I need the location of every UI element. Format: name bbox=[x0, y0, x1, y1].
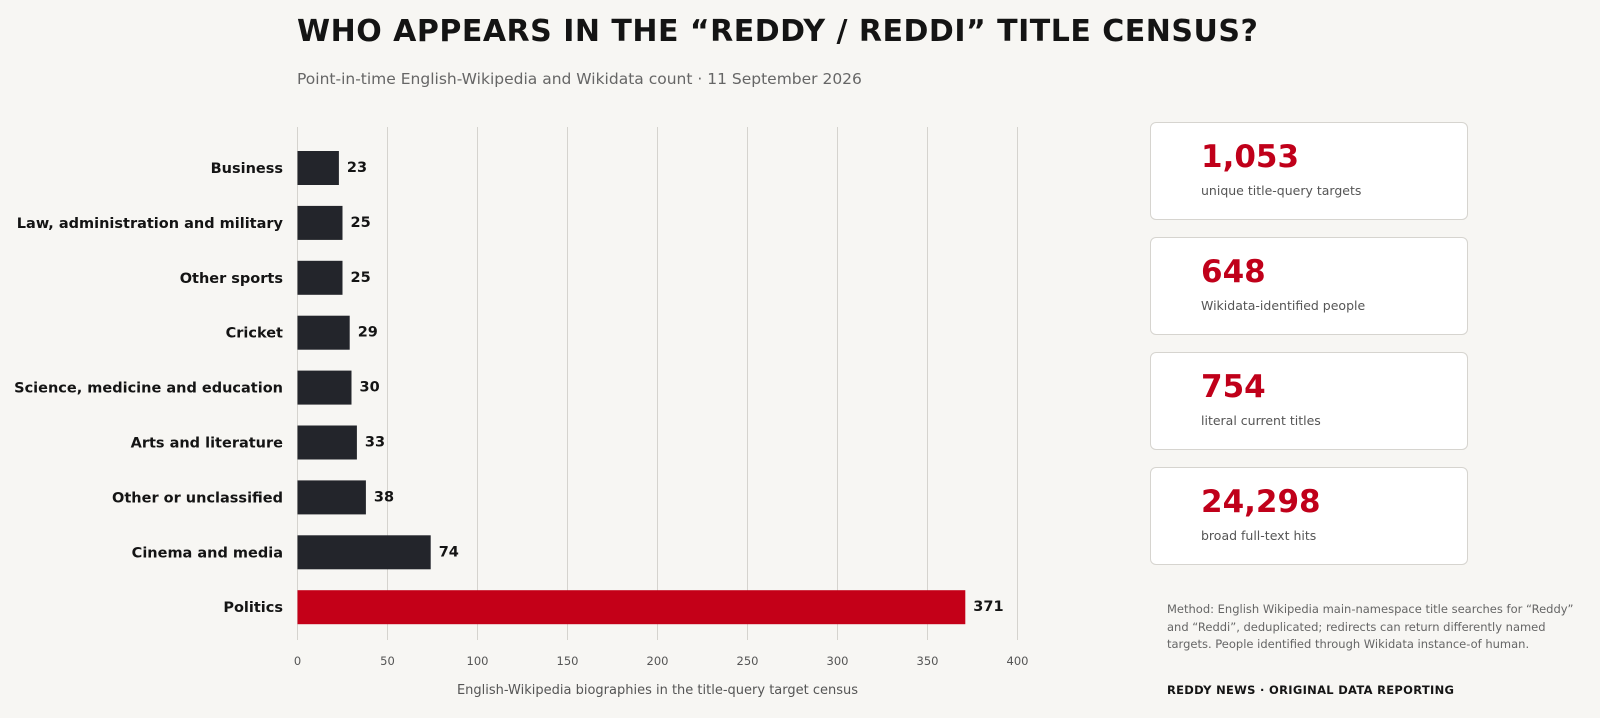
category-label: Arts and literature bbox=[131, 436, 284, 452]
stat-label: literal current titles bbox=[1201, 413, 1321, 428]
value-label: 25 bbox=[351, 215, 371, 231]
stat-value: 24,298 bbox=[1201, 484, 1321, 520]
bar bbox=[297, 315, 350, 350]
category-label: Law, administration and military bbox=[17, 216, 284, 232]
x-tick-labels: 0 50 100 150 200 250 300 350 400 bbox=[294, 654, 1029, 668]
stat-card-literal-titles: 754 literal current titles bbox=[1150, 352, 1468, 450]
stat-label: broad full-text hits bbox=[1201, 528, 1317, 543]
category-label: Other sports bbox=[180, 271, 283, 287]
category-label: Cricket bbox=[226, 326, 283, 342]
bar bbox=[297, 205, 343, 240]
bar bbox=[297, 151, 339, 185]
bar bbox=[297, 480, 366, 515]
x-tick-label: 200 bbox=[647, 654, 669, 668]
x-tick-label: 150 bbox=[557, 654, 579, 668]
bar-chart: Business Law, administration and military… bbox=[14, 127, 1029, 698]
bar bbox=[297, 590, 966, 625]
chart-title: WHO APPEARS IN THE “REDDY / REDDI” TITLE… bbox=[297, 14, 1259, 49]
x-tick-label: 100 bbox=[467, 654, 489, 668]
source-credit: REDDY NEWS · ORIGINAL DATA REPORTING bbox=[1167, 683, 1455, 697]
stat-card-full-text-hits: 24,298 broad full-text hits bbox=[1150, 467, 1468, 565]
x-tick-label: 300 bbox=[827, 654, 849, 668]
bar bbox=[297, 370, 352, 405]
stat-label: unique title-query targets bbox=[1201, 183, 1362, 198]
x-tick-label: 400 bbox=[1007, 654, 1029, 668]
value-label: 33 bbox=[365, 435, 385, 451]
category-label: Other or unclassified bbox=[112, 490, 283, 506]
value-labels: 23 25 25 29 30 33 38 74 371 bbox=[347, 160, 1004, 615]
bar bbox=[297, 260, 343, 295]
category-label: Politics bbox=[223, 600, 283, 616]
stat-value: 754 bbox=[1201, 369, 1266, 405]
bars bbox=[297, 151, 966, 625]
x-tick-label: 250 bbox=[737, 654, 759, 668]
value-label: 74 bbox=[439, 544, 459, 560]
value-label: 371 bbox=[973, 599, 1003, 615]
category-label: Science, medicine and education bbox=[14, 381, 283, 397]
value-label: 38 bbox=[374, 489, 394, 505]
category-labels: Business Law, administration and military… bbox=[14, 161, 283, 616]
category-label: Cinema and media bbox=[132, 545, 283, 561]
stat-card-title-query-targets: 1,053 unique title-query targets bbox=[1150, 122, 1468, 220]
value-label: 23 bbox=[347, 160, 367, 176]
stat-value: 648 bbox=[1201, 254, 1266, 290]
stat-card-wikidata-people: 648 Wikidata-identified people bbox=[1150, 237, 1468, 335]
bar bbox=[297, 535, 431, 570]
value-label: 30 bbox=[360, 380, 380, 396]
x-tick-label: 350 bbox=[917, 654, 939, 668]
value-label: 29 bbox=[358, 325, 378, 341]
chart-subtitle: Point-in-time English-Wikipedia and Wiki… bbox=[297, 70, 862, 88]
x-tick-label: 0 bbox=[294, 654, 301, 668]
stat-label: Wikidata-identified people bbox=[1201, 298, 1366, 313]
x-tick-label: 50 bbox=[380, 654, 395, 668]
x-axis-title: English-Wikipedia biographies in the tit… bbox=[457, 683, 858, 698]
method-note: Method: English Wikipedia main-namespace… bbox=[1167, 602, 1574, 651]
bar bbox=[297, 425, 357, 460]
stat-value: 1,053 bbox=[1201, 139, 1300, 175]
category-label: Business bbox=[211, 161, 283, 177]
value-label: 25 bbox=[351, 270, 371, 286]
